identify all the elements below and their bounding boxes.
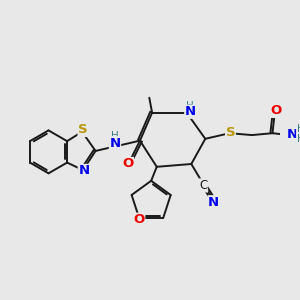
Text: H: H	[187, 101, 194, 111]
Text: N: N	[78, 164, 89, 178]
Text: H: H	[297, 124, 300, 134]
Text: H: H	[297, 134, 300, 144]
Text: H: H	[111, 131, 119, 142]
Text: N: N	[208, 196, 219, 209]
Text: N: N	[185, 105, 196, 118]
Text: S: S	[226, 126, 235, 139]
Text: O: O	[134, 213, 145, 226]
Text: O: O	[271, 104, 282, 117]
Text: S: S	[78, 123, 88, 136]
Text: N: N	[110, 136, 121, 149]
Text: C: C	[199, 179, 208, 192]
Text: N: N	[286, 128, 298, 141]
Text: O: O	[122, 158, 134, 170]
